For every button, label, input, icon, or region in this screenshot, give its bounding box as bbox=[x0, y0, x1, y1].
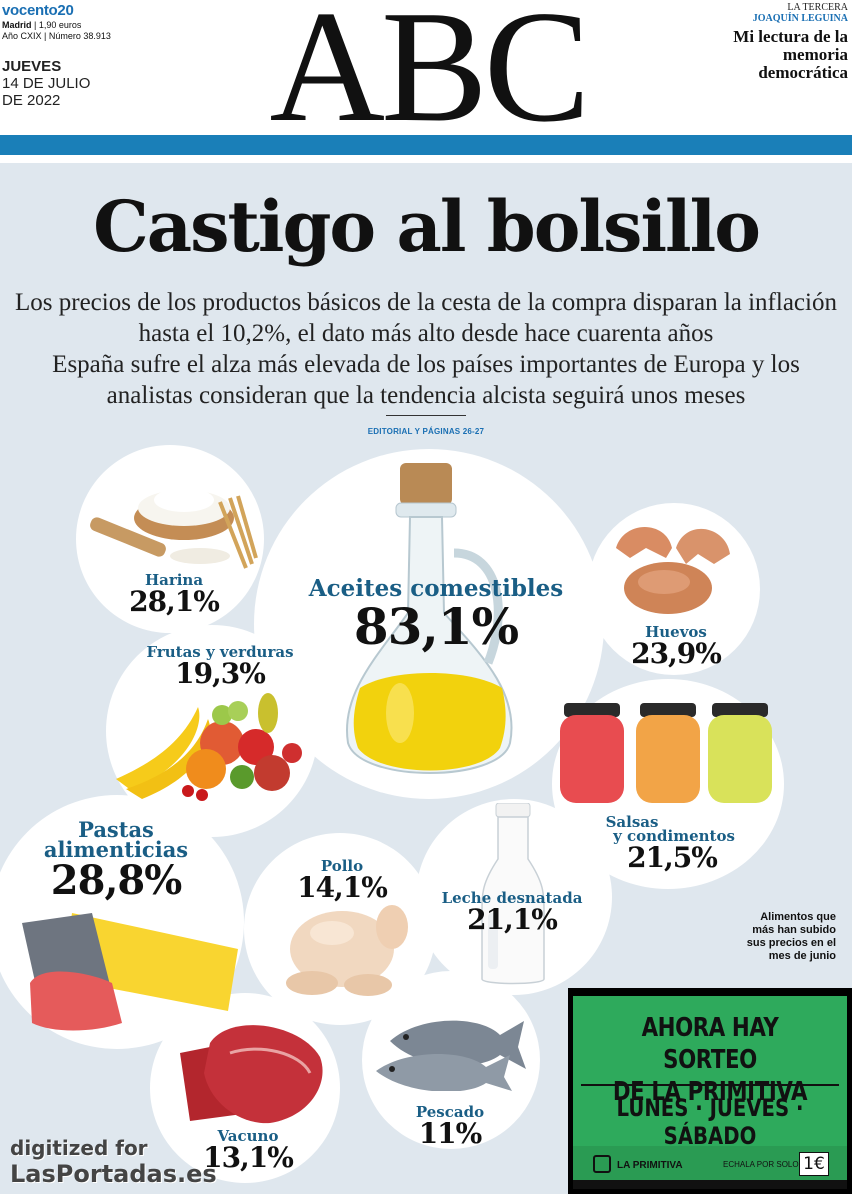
ad-divider bbox=[581, 1084, 839, 1086]
label-harina: Harina bbox=[144, 571, 204, 589]
beef-icon bbox=[180, 1025, 323, 1124]
abc-logo: ABC bbox=[269, 0, 591, 155]
label-pastas-1: Pastas bbox=[78, 817, 154, 842]
ad-panel: AHORA HAY SORTEO DE LA PRIMITIVA LUNES ·… bbox=[573, 996, 847, 1189]
value-frutas: 19,3% bbox=[175, 657, 266, 690]
milk-bottle-icon bbox=[481, 803, 545, 985]
vocento-logo: vocento20 bbox=[2, 2, 74, 19]
edition-issue: Número 38.913 bbox=[48, 31, 111, 41]
vocento-badge: 20 bbox=[57, 2, 74, 19]
label-salsas-1: Salsas bbox=[605, 813, 659, 831]
value-huevos: 23,9% bbox=[631, 637, 722, 670]
label-huevos: Huevos bbox=[645, 623, 707, 641]
ad-price-text: ECHALA POR SOLO bbox=[723, 1160, 799, 1169]
ad-footer: LA PRIMITIVA ECHALA POR SOLO 1€ bbox=[573, 1146, 847, 1189]
label-aceites: Aceites comestibles bbox=[308, 575, 564, 602]
watermark-line-1: digitized for bbox=[10, 1136, 148, 1160]
masthead: vocento20 Madrid | 1,90 euros Año CXIX |… bbox=[0, 0, 852, 146]
ad-brand: LA PRIMITIVA bbox=[617, 1160, 683, 1171]
ad-days: LUNES · JUEVES · SÁBADO bbox=[616, 1094, 804, 1150]
label-salsas-2: y condimentos bbox=[613, 827, 735, 845]
value-leche: 21,1% bbox=[467, 903, 558, 936]
sauce-jars-icon bbox=[560, 703, 772, 803]
tercera-teaser[interactable]: LA TERCERA JOAQUÍN LEGUINA Mi lectura de… bbox=[708, 2, 848, 82]
edition-year: Año CXIX bbox=[2, 31, 42, 41]
value-pollo: 14,1% bbox=[297, 871, 388, 904]
cover-title: Castigo al bolsillo bbox=[93, 185, 761, 268]
pasta-icon bbox=[22, 913, 238, 1031]
divider bbox=[386, 415, 466, 416]
cover-main: Castigo al bolsillo Los precios de los p… bbox=[0, 163, 852, 1194]
oil-bottle-icon bbox=[345, 463, 513, 774]
fruits-icon bbox=[116, 693, 302, 801]
label-pastas-2: alimenticias bbox=[43, 837, 189, 862]
tercera-author: JOAQUÍN LEGUINA bbox=[752, 13, 848, 24]
issue-date: JUEVES 14 DE JULIO DE 2022 bbox=[2, 58, 91, 109]
ad-price: 1€ bbox=[799, 1152, 829, 1176]
edition-info: Madrid | 1,90 euros Año CXIX | Número 38… bbox=[2, 20, 111, 41]
fish-icon bbox=[376, 1020, 526, 1091]
chart-note: Alimentos que más han subido sus precios… bbox=[746, 911, 836, 962]
value-harina: 28,1% bbox=[129, 585, 220, 618]
masthead-info: vocento20 Madrid | 1,90 euros Año CXIX |… bbox=[2, 2, 162, 42]
lottery-ad[interactable]: AHORA HAY SORTEO DE LA PRIMITIVA LUNES ·… bbox=[568, 988, 852, 1194]
masthead-band bbox=[0, 135, 852, 155]
label-vacuno: Vacuno bbox=[217, 1127, 279, 1145]
primitiva-logo-icon bbox=[593, 1155, 611, 1173]
value-pastas: 28,8% bbox=[50, 857, 182, 904]
chicken-icon bbox=[286, 905, 408, 996]
value-vacuno: 13,1% bbox=[203, 1141, 294, 1174]
edition-city: Madrid bbox=[2, 20, 32, 30]
value-aceites: 83,1% bbox=[353, 597, 519, 656]
label-pollo: Pollo bbox=[320, 857, 364, 875]
page-reference[interactable]: EDITORIAL Y PÁGINAS 26-27 bbox=[367, 427, 485, 436]
value-salsas: 21,5% bbox=[627, 841, 718, 874]
edition-price: 1,90 euros bbox=[38, 20, 82, 30]
watermark-line-2: LasPortadas.es bbox=[10, 1160, 217, 1188]
label-leche: Leche desnatada bbox=[441, 889, 583, 907]
tercera-section: LA TERCERA bbox=[787, 2, 848, 13]
deck-1: Los precios de los productos básicos de … bbox=[15, 289, 837, 347]
flour-bowl-icon bbox=[90, 488, 258, 569]
ad-stripe bbox=[573, 1180, 847, 1189]
value-pescado: 11% bbox=[418, 1117, 483, 1150]
tercera-headline: Mi lectura de la memoria democrática bbox=[733, 27, 848, 82]
deck-2: España sufre el alza más elevada de los … bbox=[52, 351, 800, 409]
ad-headline: AHORA HAY SORTEO DE LA PRIMITIVA bbox=[612, 1013, 808, 1107]
label-pescado: Pescado bbox=[415, 1103, 485, 1121]
eggs-icon bbox=[616, 527, 730, 614]
label-frutas: Frutas y verduras bbox=[146, 643, 294, 661]
